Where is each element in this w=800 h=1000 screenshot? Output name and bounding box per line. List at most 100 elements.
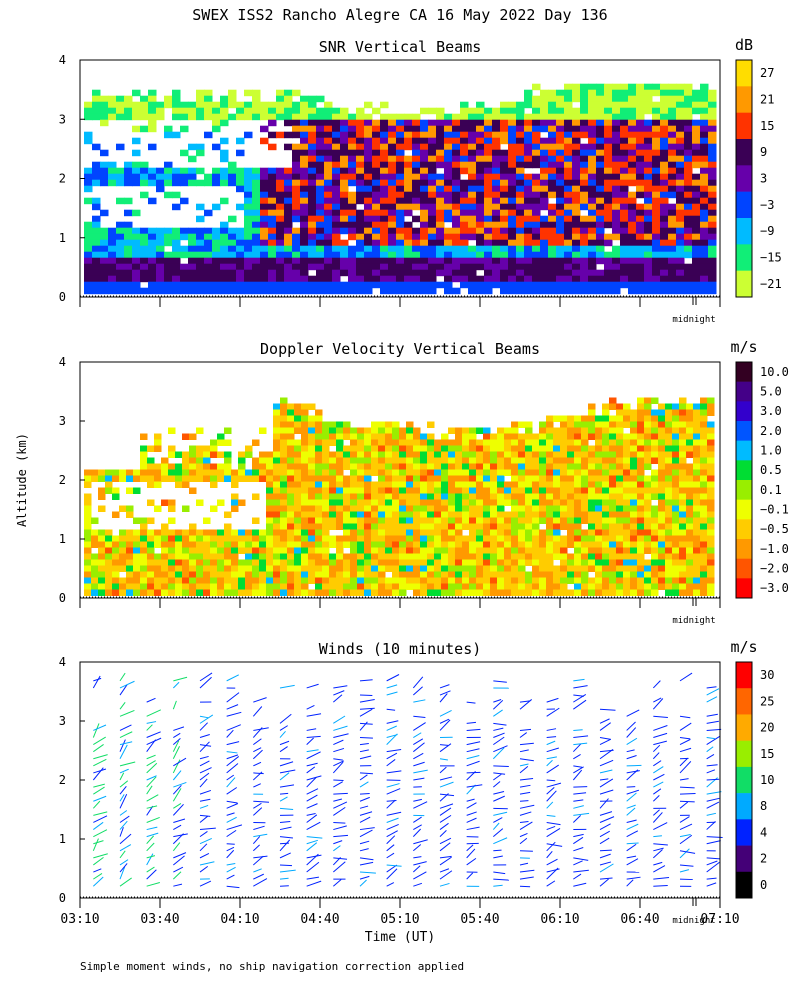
snr-cell	[556, 269, 565, 277]
velocity-cell	[700, 421, 708, 428]
snr-cell	[412, 167, 421, 175]
velocity-cell	[294, 409, 302, 416]
snr-cell	[628, 209, 637, 217]
velocity-cell	[378, 427, 386, 434]
snr-cell	[284, 251, 293, 259]
snr-cell	[316, 167, 325, 175]
snr-cell	[396, 269, 405, 277]
velocity-cell	[441, 499, 449, 506]
snr-cell	[676, 281, 685, 289]
snr-cell	[84, 281, 93, 289]
velocity-cell	[280, 523, 288, 530]
wind-barb	[119, 672, 126, 682]
velocity-cell	[707, 475, 715, 482]
wind-barb	[119, 739, 126, 752]
velocity-cell	[574, 475, 582, 482]
velocity-cell	[651, 427, 659, 434]
velocity-cell	[658, 565, 666, 572]
velocity-cell	[315, 445, 323, 452]
velocity-cell	[357, 541, 365, 548]
velocity-cell	[441, 487, 449, 494]
velocity-cell	[210, 547, 218, 554]
velocity-cell	[294, 523, 302, 530]
velocity-cell	[238, 475, 246, 482]
snr-cell	[428, 107, 437, 115]
velocity-cell	[532, 589, 540, 596]
velocity-cell	[686, 517, 694, 524]
snr-cell	[676, 239, 685, 247]
velocity-cell	[287, 499, 295, 506]
velocity-cell	[518, 565, 526, 572]
snr-cell	[124, 209, 133, 217]
snr-cell	[548, 185, 557, 193]
velocity-cell	[343, 565, 351, 572]
snr-cell	[668, 173, 677, 181]
velocity-cell	[315, 469, 323, 476]
snr-cell	[692, 173, 701, 181]
velocity-cell	[686, 565, 694, 572]
velocity-cell	[581, 421, 589, 428]
snr-cell	[524, 131, 533, 139]
snr-cell	[684, 131, 693, 139]
snr-cell	[124, 257, 133, 265]
colorbar-swatch	[736, 218, 752, 245]
velocity-cell	[308, 547, 316, 554]
velocity-cell	[595, 475, 603, 482]
snr-cell	[92, 107, 101, 115]
velocity-cell	[679, 445, 687, 452]
snr-cell	[444, 155, 453, 163]
snr-cell	[708, 95, 717, 103]
velocity-cell	[287, 403, 295, 410]
velocity-cell	[560, 553, 568, 560]
snr-cell	[324, 167, 333, 175]
velocity-cell	[196, 499, 204, 506]
snr-cell	[340, 179, 349, 187]
velocity-cell	[91, 553, 99, 560]
wind-barb	[119, 680, 135, 689]
velocity-cell	[574, 553, 582, 560]
wind-barb	[173, 818, 186, 823]
velocity-cell	[644, 565, 652, 572]
wind-barb	[119, 866, 126, 880]
velocity-cell	[448, 523, 456, 530]
velocity-cell	[560, 577, 568, 584]
velocity-cell	[161, 571, 169, 578]
snr-cell	[572, 107, 581, 115]
velocity-cell	[560, 589, 568, 596]
colorbar-label: −2.0	[760, 562, 789, 576]
snr-cell	[332, 281, 341, 289]
colorbar-label: 1.0	[760, 444, 782, 458]
velocity-cell	[434, 523, 442, 530]
snr-cell	[628, 137, 637, 145]
velocity-cell	[595, 577, 603, 584]
wind-barb	[199, 831, 208, 838]
snr-cell	[668, 215, 677, 223]
velocity-cell	[630, 517, 638, 524]
snr-cell	[588, 287, 597, 295]
snr-cell	[652, 107, 661, 115]
velocity-cell	[385, 505, 393, 512]
velocity-cell	[168, 475, 176, 482]
velocity-cell	[413, 523, 421, 530]
wind-barb	[306, 788, 319, 795]
snr-cell	[484, 167, 493, 175]
snr-cell	[644, 239, 653, 247]
velocity-cell	[574, 439, 582, 446]
velocity-cell	[483, 469, 491, 476]
snr-cell	[396, 251, 405, 259]
velocity-cell	[630, 469, 638, 476]
velocity-cell	[609, 553, 617, 560]
wind-barb	[279, 784, 295, 788]
velocity-cell	[658, 529, 666, 536]
velocity-cell	[406, 571, 414, 578]
velocity-cell	[161, 475, 169, 482]
velocity-cell	[105, 559, 113, 566]
velocity-cell	[497, 481, 505, 488]
velocity-cell	[322, 457, 330, 464]
velocity-cell	[511, 469, 519, 476]
snr-cell	[652, 281, 661, 289]
snr-cell	[532, 179, 541, 187]
velocity-cell	[434, 535, 442, 542]
snr-cell	[236, 203, 245, 211]
snr-cell	[380, 125, 389, 133]
